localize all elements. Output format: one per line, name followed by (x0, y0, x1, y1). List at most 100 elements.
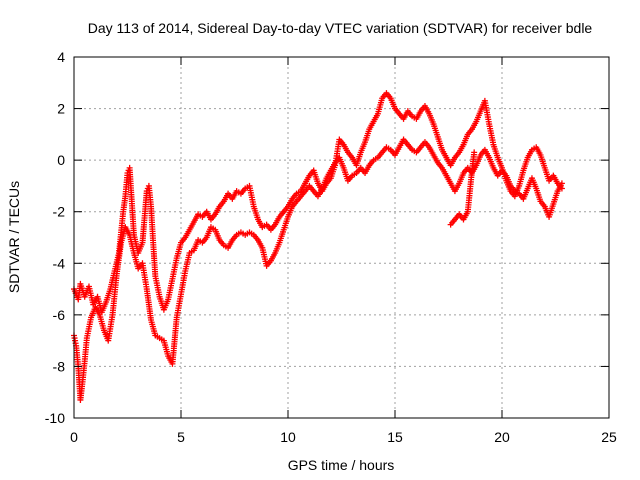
data-point-dense (280, 228, 287, 235)
data-point-dense (429, 118, 436, 125)
series-2 (71, 136, 565, 403)
data-point-dense (416, 110, 423, 117)
x-axis-label: GPS time / hours (288, 457, 395, 473)
data-point-dense (322, 177, 329, 184)
data-point-dense (248, 230, 255, 237)
data-point-dense (215, 235, 222, 242)
y-tick-label: 4 (57, 49, 65, 65)
data-point-dense (100, 325, 107, 332)
data-point-dense (365, 128, 372, 135)
data-point-dense (377, 151, 384, 158)
data-point-dense (540, 201, 547, 208)
data-point-dense (279, 210, 286, 217)
data-point-dense (450, 156, 457, 163)
data-point-dense (373, 112, 380, 119)
grid-lines (74, 57, 609, 418)
x-tick-label: 25 (601, 429, 617, 445)
data-point-dense (425, 108, 432, 115)
data-point-dense (258, 242, 265, 249)
data-point-dense (164, 298, 171, 305)
data-point-dense (527, 148, 534, 155)
data-point-dense (357, 151, 364, 158)
data-point-dense (386, 93, 393, 100)
data-point-dense (173, 257, 180, 264)
data-point-dense (553, 190, 560, 197)
data-point-dense (117, 241, 124, 248)
data-point-dense (433, 157, 440, 164)
data-point-dense (467, 127, 474, 134)
data-point-dense (185, 228, 192, 235)
data-point-dense (485, 118, 492, 125)
y-axis-label: SDTVAR / TECUs (6, 181, 22, 293)
data-point-dense (180, 236, 187, 243)
data-point-dense (510, 186, 517, 193)
data-point-dense (339, 139, 346, 146)
data-point-dense (181, 270, 188, 277)
data-point-dense (557, 182, 564, 189)
data-point-dense (288, 205, 295, 212)
data-point-dense (102, 301, 109, 308)
axis-ticks: 0 5 10 15 20 25 -10 -8 -6 -4 -2 0 2 4 (45, 49, 617, 445)
data-point-dense (331, 161, 338, 168)
data-point-dense (275, 215, 282, 222)
x-tick-label: 15 (387, 429, 403, 445)
data-point-dense (253, 235, 260, 242)
data-point-dense (450, 218, 457, 225)
data-point-dense (442, 170, 449, 177)
data-point-dense (416, 145, 423, 152)
data-point-dense (347, 152, 354, 159)
data-point-dense (240, 187, 247, 194)
data-point-dense (168, 278, 175, 285)
data-point-dense (476, 154, 483, 161)
data-series (71, 90, 565, 403)
data-point-dense (536, 150, 543, 157)
data-point-dense (130, 229, 137, 236)
data-point-dense (463, 210, 470, 217)
data-point-dense (292, 200, 299, 207)
data-point-dense (343, 147, 350, 154)
data-point-dense (434, 131, 441, 138)
data-point-dense (83, 337, 90, 344)
data-point-dense (498, 162, 505, 169)
data-point-dense (156, 291, 163, 298)
data-point-dense (254, 214, 261, 221)
data-point-dense (378, 97, 385, 104)
data-point-dense (459, 143, 466, 150)
data-point-dense (519, 169, 526, 176)
data-point-dense (339, 162, 346, 169)
y-tick-label: -4 (53, 255, 66, 271)
data-point-dense (314, 178, 321, 185)
data-point-dense (143, 283, 150, 290)
data-point-dense (494, 152, 501, 159)
data-point-dense (250, 201, 257, 208)
data-point-dense (210, 225, 217, 232)
y-tick-label: -2 (53, 204, 66, 220)
data-point-dense (228, 239, 235, 246)
y-tick-label: 0 (57, 152, 65, 168)
data-point-dense (296, 194, 303, 201)
data-point-dense (513, 189, 520, 196)
data-point-dense (147, 314, 154, 321)
data-point-dense (541, 162, 548, 169)
data-point-dense (106, 288, 113, 295)
data-point-dense (210, 213, 217, 220)
data-point-dense (186, 252, 193, 259)
data-point-dense (95, 309, 102, 316)
x-tick-label: 5 (177, 429, 185, 445)
data-point-dense (138, 241, 145, 248)
y-tick-label: -8 (53, 358, 66, 374)
data-point-dense (219, 240, 226, 247)
data-point-dense (472, 164, 479, 171)
data-point-dense (292, 192, 299, 199)
data-point-dense (553, 178, 560, 185)
data-point-dense (459, 172, 466, 179)
data-point-dense (365, 164, 372, 171)
data-point-dense (429, 150, 436, 157)
data-point-dense (275, 241, 282, 248)
x-tick-label: 20 (494, 429, 510, 445)
y-tick-label: -10 (45, 410, 65, 426)
data-point-dense (485, 152, 492, 159)
data-point-dense (523, 187, 530, 194)
x-tick-label: 10 (280, 429, 296, 445)
